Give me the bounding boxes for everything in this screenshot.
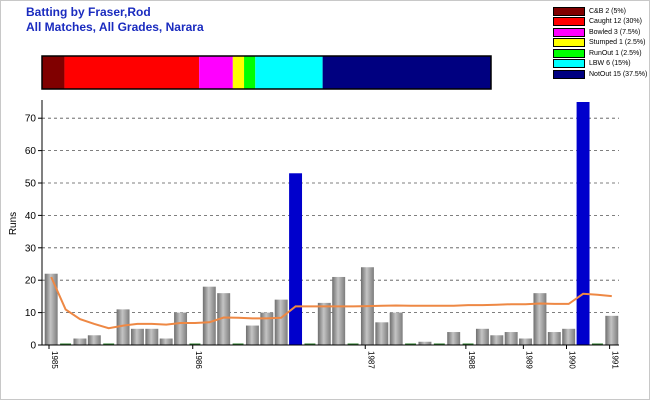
- legend-item: Bowled 3 (7.5%): [553, 27, 647, 37]
- innings-bar: [519, 338, 533, 345]
- innings-bar: [73, 338, 87, 345]
- innings-bar: [130, 328, 144, 345]
- legend-label: RunOut 1 (2.5%): [589, 49, 642, 57]
- legend-swatch: [553, 48, 585, 58]
- dismissal-segment: [255, 56, 323, 89]
- innings-bar: [605, 315, 619, 345]
- dismissal-segment: [322, 56, 491, 89]
- x-tick-label: 1988: [467, 351, 476, 369]
- innings-bar: [87, 335, 101, 345]
- innings-bar: [116, 309, 130, 345]
- legend-swatch: [553, 38, 585, 47]
- duck-marker: [591, 343, 603, 345]
- dismissal-segment: [199, 56, 233, 89]
- legend-swatch: [553, 59, 585, 68]
- innings-bar: [533, 293, 547, 345]
- legend-item: Stumped 1 (2.5%): [553, 38, 647, 48]
- innings-bar: [332, 276, 346, 345]
- y-axis-ticks: 0 10 20 30 40 50 60 70: [25, 114, 42, 352]
- x-tick-label: 1986: [194, 351, 203, 369]
- dismissal-strip: [41, 55, 492, 90]
- duck-marker: [433, 343, 445, 345]
- duck-marker: [462, 343, 474, 345]
- x-tick-label: 1989: [524, 351, 533, 369]
- legend-label: Stumped 1 (2.5%): [589, 39, 646, 46]
- legend-label: Caught 12 (30%): [589, 18, 642, 25]
- chart-subtitle: All Matches, All Grades, Narara: [26, 20, 204, 34]
- legend-label: Bowled 3 (7.5%): [589, 28, 641, 36]
- innings-bar: [159, 338, 173, 345]
- x-tick-label: 1987: [366, 351, 375, 369]
- legend-item: NotOut 15 (37.5%): [553, 69, 647, 79]
- chart-title: Batting by Fraser,Rod: [26, 5, 151, 19]
- axes: [41, 100, 619, 346]
- average-line: [50, 276, 612, 330]
- dismissal-segment: [64, 56, 200, 89]
- legend-swatch: [553, 69, 585, 79]
- dismissal-legend: C&B 2 (5%) Caught 12 (30%) Bowled 3 (7.5%)…: [553, 6, 647, 80]
- innings-bar: [260, 312, 274, 345]
- legend-item: LBW 6 (15%): [553, 59, 647, 69]
- dismissal-segment: [244, 56, 256, 89]
- dismissal-strip-border: [41, 55, 492, 90]
- y-tick-label: 50: [25, 179, 37, 190]
- y-tick-label: 10: [25, 308, 37, 319]
- y-axis-label: Runs: [8, 212, 19, 235]
- legend-swatch: [553, 6, 585, 16]
- innings-bar: [274, 299, 288, 345]
- innings-bar: [490, 335, 504, 345]
- legend-swatch: [553, 27, 585, 37]
- legend-item: Caught 12 (30%): [553, 17, 647, 27]
- y-tick-label: 60: [25, 146, 37, 157]
- dismissal-segment: [232, 56, 245, 89]
- legend-label: C&B 2 (5%): [589, 7, 626, 15]
- legend-item: C&B 2 (5%): [553, 6, 647, 16]
- legend-item: RunOut 1 (2.5%): [553, 48, 647, 58]
- duck-marker: [347, 343, 359, 345]
- legend-label: LBW 6 (15%): [589, 60, 631, 67]
- x-tick-label: 1985: [50, 351, 59, 369]
- innings-bars: [44, 102, 619, 345]
- batting-average-line: [50, 276, 612, 330]
- innings-bar: [202, 286, 216, 345]
- not-out-bar: [289, 173, 303, 345]
- innings-bar: [547, 332, 561, 345]
- dismissal-segment: [42, 56, 65, 89]
- innings-bar: [562, 328, 576, 345]
- x-axis-labels: 1985 1986 1987 1988 1989 1990 1991: [48, 345, 620, 369]
- legend-label: NotOut 15 (37.5%): [589, 70, 648, 78]
- x-tick-label: 1990: [568, 351, 577, 369]
- not-out-bar: [576, 102, 590, 345]
- x-tick-label: 1991: [611, 351, 620, 369]
- duck-marker: [232, 343, 244, 345]
- legend-swatch: [553, 17, 585, 26]
- duck-marker: [304, 343, 316, 345]
- y-tick-label: 40: [25, 211, 37, 222]
- duck-marker: [60, 343, 72, 345]
- duck-marker: [189, 343, 201, 345]
- innings-bar: [145, 328, 159, 345]
- innings-bar: [475, 328, 489, 345]
- innings-bar: [375, 322, 389, 345]
- y-tick-label: 20: [25, 276, 37, 287]
- innings-bar: [44, 273, 58, 345]
- duck-marker: [103, 343, 115, 345]
- innings-bar: [245, 325, 259, 345]
- y-tick-label: 30: [25, 243, 37, 254]
- innings-bar: [418, 341, 432, 345]
- innings-bar: [447, 332, 461, 345]
- duck-marker: [405, 343, 417, 345]
- innings-bar: [504, 332, 518, 345]
- grid-lines: [42, 117, 619, 314]
- innings-bar: [174, 312, 188, 345]
- innings-bar: [217, 293, 231, 345]
- y-tick-label: 70: [25, 114, 37, 125]
- innings-bar: [317, 302, 331, 345]
- innings-bar: [389, 312, 403, 345]
- y-tick-label: 0: [30, 341, 36, 352]
